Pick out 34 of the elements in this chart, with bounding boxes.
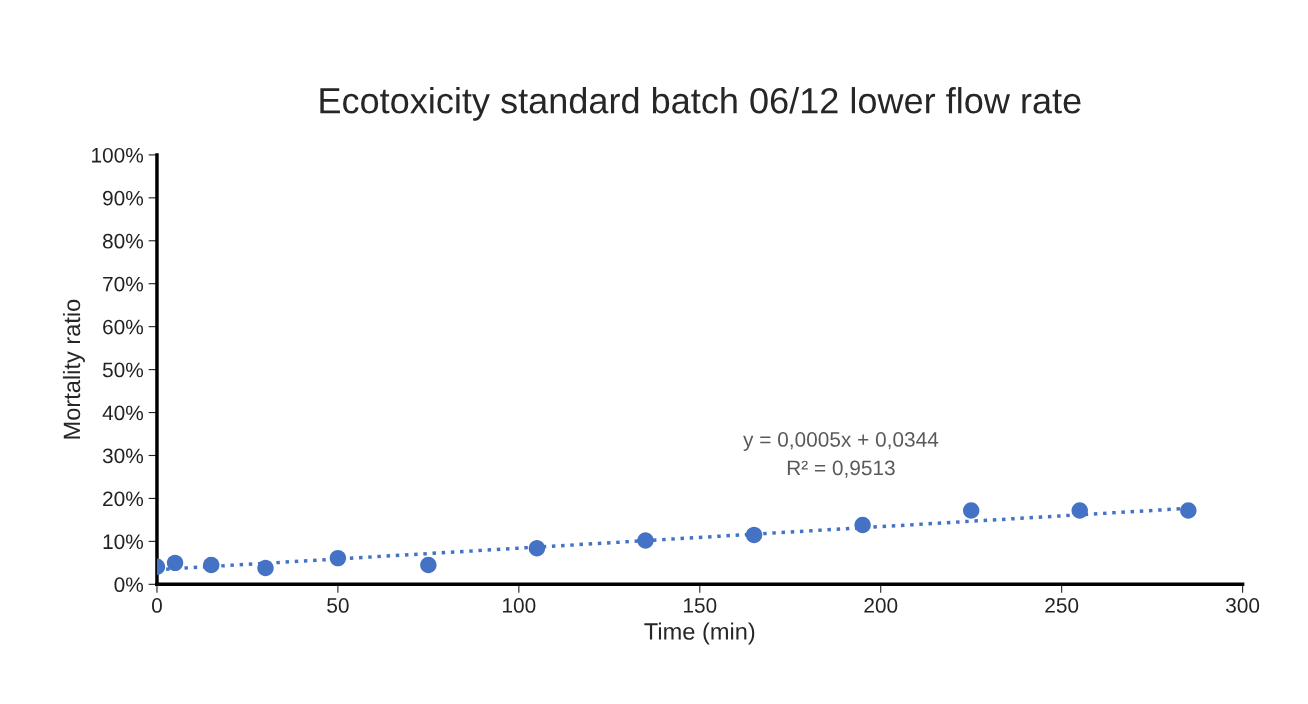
annotation: y = 0,0005x + 0,0344 R² = 0,9513 [743,432,939,478]
point [257,559,274,577]
y-tick-label: 60% [103,319,144,335]
point [745,526,763,544]
y-tick-label: 50% [102,362,144,378]
y-tick-label: 0% [114,577,144,593]
x-tick-label: 150 [683,598,717,613]
y-tick-label: 10% [103,534,144,550]
point [166,554,184,572]
y-tick-label: 80% [102,233,144,249]
x-tick-label: 300 [1226,598,1260,613]
x-tick-label: 0 [151,598,162,613]
point [637,532,654,549]
point [420,556,437,574]
point [329,549,347,567]
point [962,502,980,519]
y-tick-label: 40% [102,405,144,421]
point [854,516,871,534]
x-tick-label: 100 [503,598,536,613]
y-axis-title: Mortality ratio [62,299,85,439]
x-tick-label: 250 [1045,598,1079,613]
y-tick-label: 20% [103,491,144,507]
x-tick-label: 200 [864,598,898,613]
point [1071,502,1088,519]
y-tick-label: 70% [103,276,144,292]
y-tick-label: 90% [103,190,144,206]
point [1180,502,1197,519]
y-tick-label: 100% [92,147,144,163]
y-tick-label: 30% [102,448,144,464]
x-tick-label: 50 [327,598,349,613]
point [203,556,220,574]
x-axis-title: Time (min) [644,622,755,645]
point [528,540,546,557]
chart-title: Ecotoxicity standard batch 06/12 lower flow rate [320,87,1081,121]
